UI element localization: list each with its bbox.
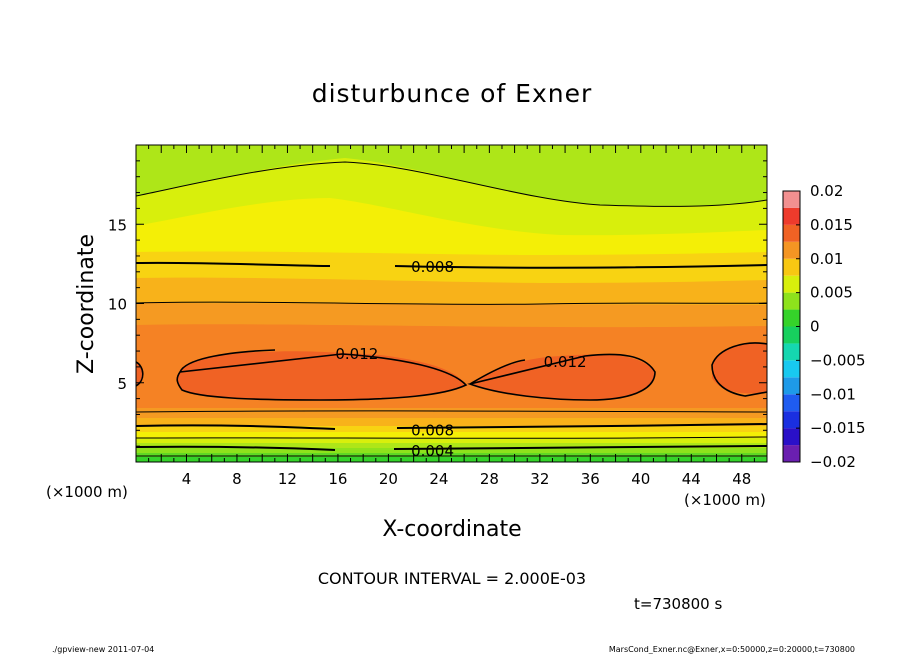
y-axis-label: Z-coordinate <box>74 234 99 374</box>
y-tick-label: 10 <box>108 296 127 314</box>
contour-0.012-left <box>176 349 468 401</box>
contour-0.002-lower <box>136 455 767 457</box>
contour-label: 0.008 <box>411 258 454 276</box>
colorbar-segment <box>783 428 800 446</box>
contour-0.006-top <box>136 161 767 207</box>
colorbar-segment <box>783 241 800 259</box>
contour-0.010-upper <box>136 301 767 305</box>
contour-0.010-lower <box>136 410 767 413</box>
colorbar-segment <box>783 224 800 242</box>
colorbar-tick-label: −0.01 <box>810 385 856 403</box>
chart-title: disturbunce of Exner <box>312 79 593 108</box>
colorbar-tick-label: 0.005 <box>810 284 853 302</box>
contour-0.006-lower <box>136 436 767 439</box>
colorbar-tick-label: 0.02 <box>810 182 843 200</box>
y-tick-labels: 5 10 15 <box>108 216 127 393</box>
colorbar-segment <box>783 275 800 293</box>
contour-label: 0.012 <box>544 353 587 371</box>
contour-label: 0.008 <box>411 421 454 439</box>
x-tick-label: 44 <box>682 470 701 488</box>
contour-0.008-lower <box>136 423 767 430</box>
colorbar-segment <box>783 191 800 208</box>
colorbar-tick-label: −0.015 <box>810 419 866 437</box>
contour-label: 0.012 <box>335 345 378 363</box>
cell-middle <box>470 354 655 400</box>
contour-label: 0.004 <box>411 442 454 460</box>
x-tick-label: 28 <box>480 470 499 488</box>
y-tick-label: 15 <box>108 216 127 234</box>
colorbar-segment <box>783 292 800 310</box>
x-tick-label: 4 <box>182 470 192 488</box>
x-tick-labels: 4 8 12 16 20 24 28 32 36 40 44 48 <box>182 470 752 488</box>
colorbar-tick-label: −0.02 <box>810 453 856 471</box>
colorbar-tick-label: 0 <box>810 318 820 336</box>
x-axis-label: X-coordinate <box>382 517 521 542</box>
colorbar-segment <box>783 360 800 378</box>
y-tick-label: 5 <box>117 375 127 393</box>
x-tick-label: 24 <box>429 470 448 488</box>
footer-left: ./gpview-new 2011-07-04 <box>52 645 154 654</box>
cell-right <box>712 342 767 394</box>
colorbar-segment <box>783 445 800 462</box>
contour-0.004-lower <box>136 445 767 451</box>
contour-0.012-right <box>711 342 767 397</box>
x-tick-label: 12 <box>278 470 297 488</box>
contour-0.012-middle <box>467 353 656 401</box>
time-text: t=730800 s <box>634 595 722 613</box>
colorbar-segment <box>783 343 800 361</box>
colorbar-segment <box>783 411 800 429</box>
x-tick-label: 32 <box>530 470 549 488</box>
colorbar-segment <box>783 377 800 395</box>
x-tick-label: 40 <box>631 470 650 488</box>
x-tick-label: 8 <box>232 470 242 488</box>
cell-left <box>177 351 466 400</box>
x-tick-label: 48 <box>732 470 751 488</box>
colorbar-tick-label: −0.005 <box>810 351 866 369</box>
x-unit-label: (×1000 m) <box>684 491 766 509</box>
contour-0.012-edge <box>136 361 144 387</box>
x-tick-label: 36 <box>581 470 600 488</box>
x-tick-label: 20 <box>379 470 398 488</box>
contour-labels: 0.008 0.012 0.012 0.008 0.004 <box>335 258 586 460</box>
colorbar-segment <box>783 258 800 276</box>
colorbar-tick-label: 0.01 <box>810 250 843 268</box>
colorbar-tick-label: 0.015 <box>810 216 853 234</box>
colorbar-segment <box>783 309 800 327</box>
axis-ticks <box>136 145 767 462</box>
footer-right: MarsCond_Exner.nc@Exner,x=0:50000,z=0:20… <box>609 645 855 654</box>
x-tick-label: 16 <box>328 470 347 488</box>
colorbar <box>782 190 801 463</box>
colorbar-labels: 0.02 0.015 0.01 0.005 0 −0.005 −0.01 −0.015 −0.0… <box>810 182 866 471</box>
colorbar-segment <box>783 326 800 344</box>
colorbar-segment <box>783 207 800 225</box>
contour-0.008-upper <box>136 261 767 269</box>
contour-field <box>136 145 767 462</box>
y-unit-label: (×1000 m) <box>46 483 128 501</box>
contour-interval-text: CONTOUR INTERVAL = 2.000E-03 <box>318 569 586 588</box>
colorbar-segment <box>783 394 800 412</box>
